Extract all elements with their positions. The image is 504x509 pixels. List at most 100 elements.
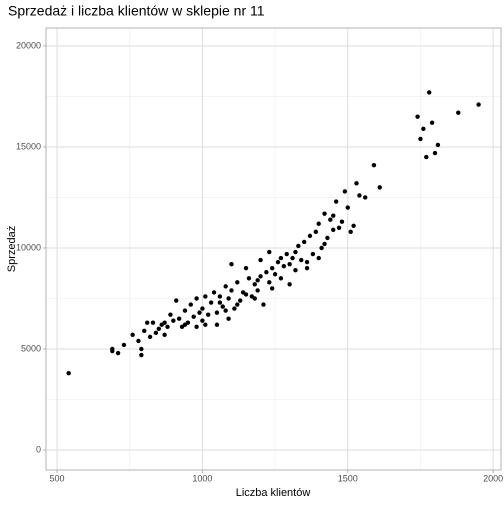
point: [206, 312, 211, 317]
point: [182, 322, 188, 327]
y-tick-label: 0: [36, 444, 41, 454]
point: [363, 195, 368, 200]
point: [278, 255, 284, 261]
point: [357, 193, 362, 198]
y-tick-label: 5000: [21, 343, 41, 353]
point: [115, 350, 121, 356]
point: [153, 330, 159, 336]
point: [354, 181, 359, 186]
point: [176, 316, 182, 321]
y-tick-label: 10000: [16, 242, 41, 252]
point: [200, 318, 205, 323]
point: [267, 249, 272, 255]
point: [214, 310, 220, 315]
point: [342, 189, 348, 194]
point: [203, 294, 208, 299]
point: [156, 326, 162, 331]
x-axis-label: Liczba klientów: [236, 487, 311, 499]
point: [162, 320, 167, 325]
point: [278, 276, 284, 281]
x-tick-label: 1500: [338, 473, 358, 483]
point: [150, 320, 156, 325]
point: [316, 255, 321, 261]
point: [322, 241, 327, 247]
point: [188, 302, 193, 307]
x-tick-label: 1000: [192, 473, 212, 483]
point: [319, 245, 324, 251]
point: [223, 308, 228, 313]
point: [191, 314, 196, 319]
point: [435, 142, 441, 148]
point: [429, 120, 435, 125]
point: [331, 213, 336, 218]
point: [290, 255, 295, 261]
point: [299, 257, 304, 263]
point: [269, 286, 275, 291]
point: [426, 90, 432, 95]
point: [281, 263, 287, 269]
point: [130, 332, 135, 338]
x-tick-label: 500: [50, 473, 65, 483]
point: [229, 288, 234, 293]
point: [287, 282, 292, 287]
point: [371, 162, 377, 168]
point: [322, 211, 327, 216]
point: [325, 235, 330, 241]
point: [316, 221, 321, 226]
point: [211, 290, 217, 295]
point: [377, 185, 382, 190]
point: [267, 280, 272, 285]
point: [139, 352, 144, 358]
point: [258, 257, 263, 263]
point: [339, 219, 345, 224]
point: [307, 233, 313, 239]
point: [345, 205, 350, 210]
point: [203, 322, 208, 327]
point: [217, 294, 223, 299]
chart-title: Sprzedaż i liczba klientów w sklepie nr …: [8, 3, 265, 19]
point: [424, 154, 429, 160]
point: [66, 371, 71, 376]
point: [351, 223, 356, 228]
point: [296, 243, 301, 249]
point: [243, 265, 249, 271]
point: [261, 302, 266, 307]
point: [336, 225, 342, 230]
point: [348, 229, 353, 235]
point: [182, 308, 188, 313]
point: [147, 334, 153, 340]
point: [139, 346, 144, 352]
panel-border: [45, 27, 502, 471]
point: [142, 328, 147, 334]
point: [301, 239, 307, 245]
point: [226, 296, 231, 301]
point: [235, 280, 240, 285]
point: [284, 251, 289, 257]
point: [243, 292, 249, 297]
point: [232, 306, 237, 311]
point: [165, 324, 170, 329]
point: [293, 249, 298, 255]
point: [333, 199, 339, 204]
point: [252, 296, 257, 301]
point: [415, 114, 420, 119]
point: [328, 217, 333, 222]
point: [418, 136, 423, 142]
point: [162, 332, 167, 338]
point: [220, 304, 225, 309]
y-tick-label: 15000: [16, 141, 41, 151]
y-axis-label: Sprzedaż: [6, 226, 18, 272]
point: [200, 306, 205, 311]
point: [258, 274, 263, 279]
point: [252, 282, 257, 287]
point: [136, 338, 141, 344]
point: [197, 310, 202, 315]
point: [255, 288, 260, 293]
point: [310, 251, 316, 257]
point: [121, 342, 127, 348]
x-tick-label: 2000: [483, 473, 503, 483]
point: [272, 272, 278, 277]
point: [331, 227, 336, 233]
y-tick-label: 20000: [16, 40, 41, 50]
point: [226, 316, 231, 321]
